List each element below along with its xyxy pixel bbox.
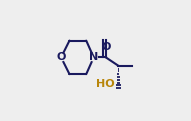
Circle shape (90, 54, 97, 61)
Text: HO: HO (96, 79, 115, 89)
Text: O: O (102, 42, 111, 52)
Text: O: O (56, 52, 66, 62)
Text: N: N (89, 52, 98, 62)
Circle shape (57, 54, 65, 61)
